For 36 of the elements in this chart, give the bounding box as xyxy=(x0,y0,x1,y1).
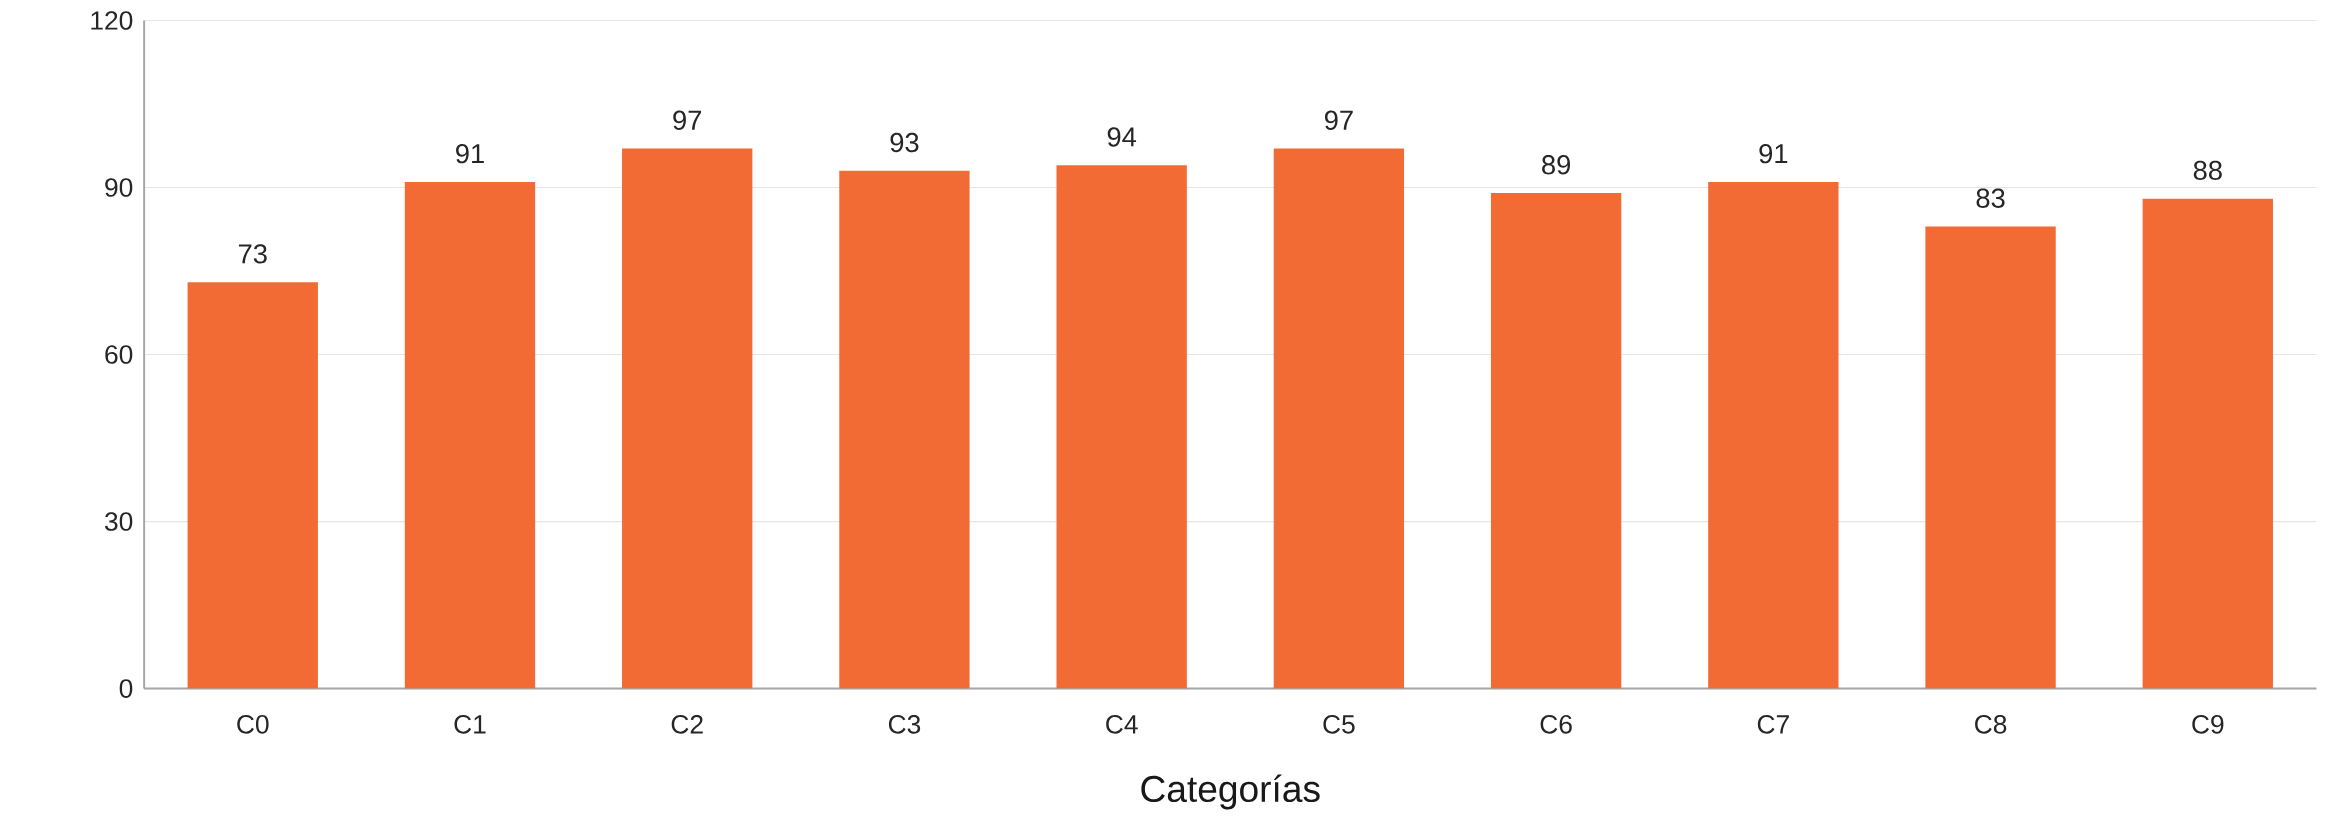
x-tick-label: C3 xyxy=(888,714,921,734)
data-label: 88 xyxy=(2193,160,2222,180)
x-tick-label: C4 xyxy=(1106,714,1138,734)
data-label: 97 xyxy=(1324,110,1353,130)
bar xyxy=(1273,148,1405,689)
y-tick-label: 90 xyxy=(105,178,133,197)
bar xyxy=(1925,226,2056,689)
x-tick-label: C0 xyxy=(237,714,269,734)
data-label: 91 xyxy=(456,143,484,164)
data-label: 83 xyxy=(1976,188,2005,208)
y-tick-label: 120 xyxy=(91,11,133,30)
bar xyxy=(1708,181,1839,689)
data-label: 93 xyxy=(890,132,919,153)
data-label: 89 xyxy=(1542,155,1571,175)
x-tick-label: C5 xyxy=(1323,714,1355,734)
data-label: 73 xyxy=(238,244,267,264)
x-tick-label: C1 xyxy=(454,714,486,734)
y-tick-label: 0 xyxy=(119,679,133,698)
bar xyxy=(1490,193,1622,689)
data-label: 94 xyxy=(1107,127,1137,147)
y-tick-label: 60 xyxy=(105,345,133,364)
data-label: 91 xyxy=(1759,143,1788,164)
data-label: 97 xyxy=(673,110,702,130)
bar xyxy=(187,282,318,689)
x-tick-label: C8 xyxy=(1975,714,2007,734)
y-tick-label: 30 xyxy=(105,512,133,531)
x-tick-label: C7 xyxy=(1757,714,1789,734)
bar xyxy=(622,148,753,689)
bar xyxy=(2142,198,2273,689)
bar xyxy=(404,181,536,689)
bar xyxy=(839,170,970,689)
x-axis-title: Categorías xyxy=(1141,774,1320,810)
bar xyxy=(1056,165,1187,689)
x-tick-label: C9 xyxy=(2192,714,2224,734)
x-tick-label: C6 xyxy=(1540,714,1572,734)
x-tick-label: C2 xyxy=(671,714,703,734)
